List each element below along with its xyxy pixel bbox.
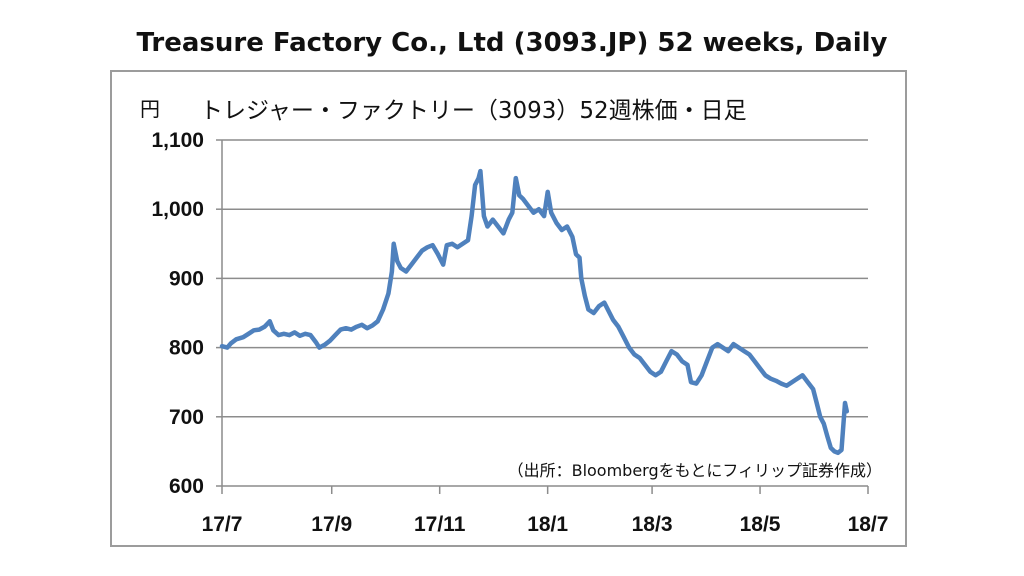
source-note: （出所：Bloombergをもとにフィリップ証券作成） — [508, 461, 882, 480]
axes — [221, 140, 868, 487]
x-axis-ticks: 17/7 17/9 17/11 18/1 18/3 18/5 18/7 — [202, 486, 889, 536]
x-tick-label: 18/1 — [527, 513, 568, 536]
chart-subtitle: トレジャー・ファクトリー（3093）52週株価・日足 — [200, 98, 747, 124]
x-tick-label: 17/7 — [202, 513, 243, 536]
y-tick-label: 1,000 — [151, 198, 204, 221]
y-tick-label: 900 — [169, 267, 204, 290]
y-tick-label: 1,100 — [151, 129, 204, 152]
y-tick-label: 600 — [169, 475, 204, 498]
price-series — [219, 168, 850, 456]
y-tick-label: 700 — [169, 406, 204, 429]
chart-plot: 円 トレジャー・ファクトリー（3093）52週株価・日足 600 700 800 90… — [140, 97, 889, 536]
chart-title: Treasure Factory Co., Ltd (3093.JP) 52 w… — [136, 28, 888, 58]
price-line — [219, 168, 850, 456]
x-tick-label: 18/7 — [848, 513, 889, 536]
x-tick-label: 18/3 — [632, 513, 673, 536]
x-tick-label: 18/5 — [740, 513, 781, 536]
x-tick-label: 17/9 — [311, 513, 352, 536]
x-tick-label: 17/11 — [414, 513, 466, 536]
y-unit-label: 円 — [140, 97, 160, 121]
y-axis-ticks: 600 700 800 900 1,000 1,100 — [151, 129, 222, 498]
y-tick-label: 800 — [169, 337, 204, 360]
gridlines — [222, 139, 868, 418]
chart-frame: 円 トレジャー・ファクトリー（3093）52週株価・日足 600 700 800 90… — [110, 70, 907, 547]
